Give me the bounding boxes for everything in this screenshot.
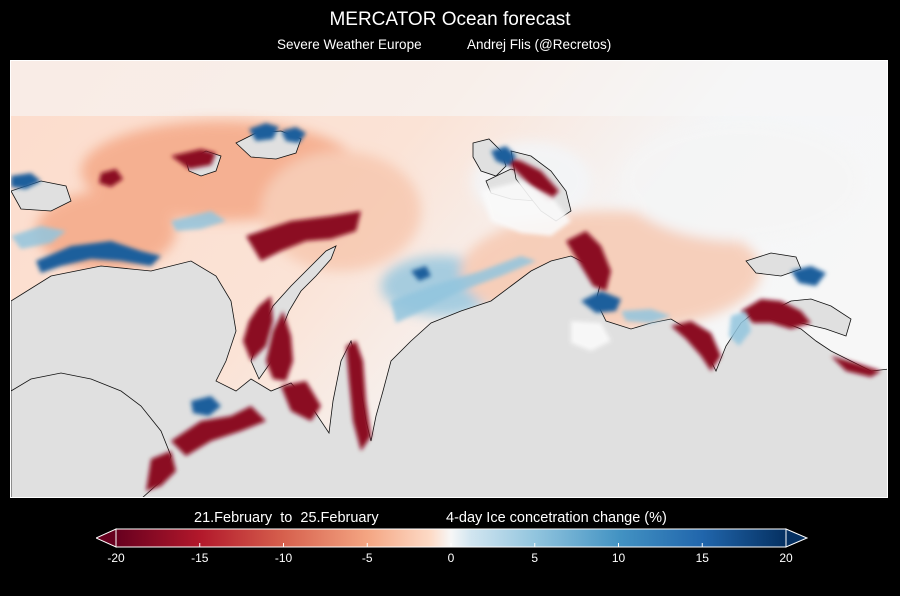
colorbar-tick-label: -5 [361, 551, 373, 565]
ice-free-shelf [481, 181, 611, 351]
colorbar-max-extend [785, 528, 808, 548]
ocean-whiter-north [11, 61, 887, 116]
colorbar-tick-label: 20 [779, 551, 793, 565]
colorbar [96, 528, 808, 548]
scandinavia [11, 372, 172, 497]
credit-right: Andrej Flis (@Recretos) [467, 37, 612, 52]
map-title: MERCATOR Ocean forecast [329, 9, 571, 30]
severnaya-zemlya [472, 138, 507, 177]
ice-change-map [10, 60, 888, 498]
colorbar-tick-label: 5 [531, 551, 539, 565]
light-gain-halos [11, 211, 751, 346]
colorbar-tick-label: 10 [611, 551, 626, 565]
colorbar-tick-label: 15 [695, 551, 709, 565]
date-range-label: 21.February to 25.February [194, 510, 379, 526]
colorbar-tick-label: -15 [191, 551, 209, 565]
strong-loss-regions [99, 149, 881, 491]
colorbar-ticks [115, 543, 787, 547]
colorbar-label: 4-day Ice concetration change (%) [446, 510, 667, 526]
credit-left: Severe Weather Europe [277, 37, 422, 52]
colorbar-min-extend [96, 528, 117, 548]
colorbar-tick-label: -20 [107, 551, 125, 565]
colorbar-tick-label: -10 [274, 551, 293, 565]
map-canvas [11, 61, 887, 497]
ice-gain-regions [11, 123, 826, 416]
colorbar-tick-label: 0 [447, 551, 455, 565]
